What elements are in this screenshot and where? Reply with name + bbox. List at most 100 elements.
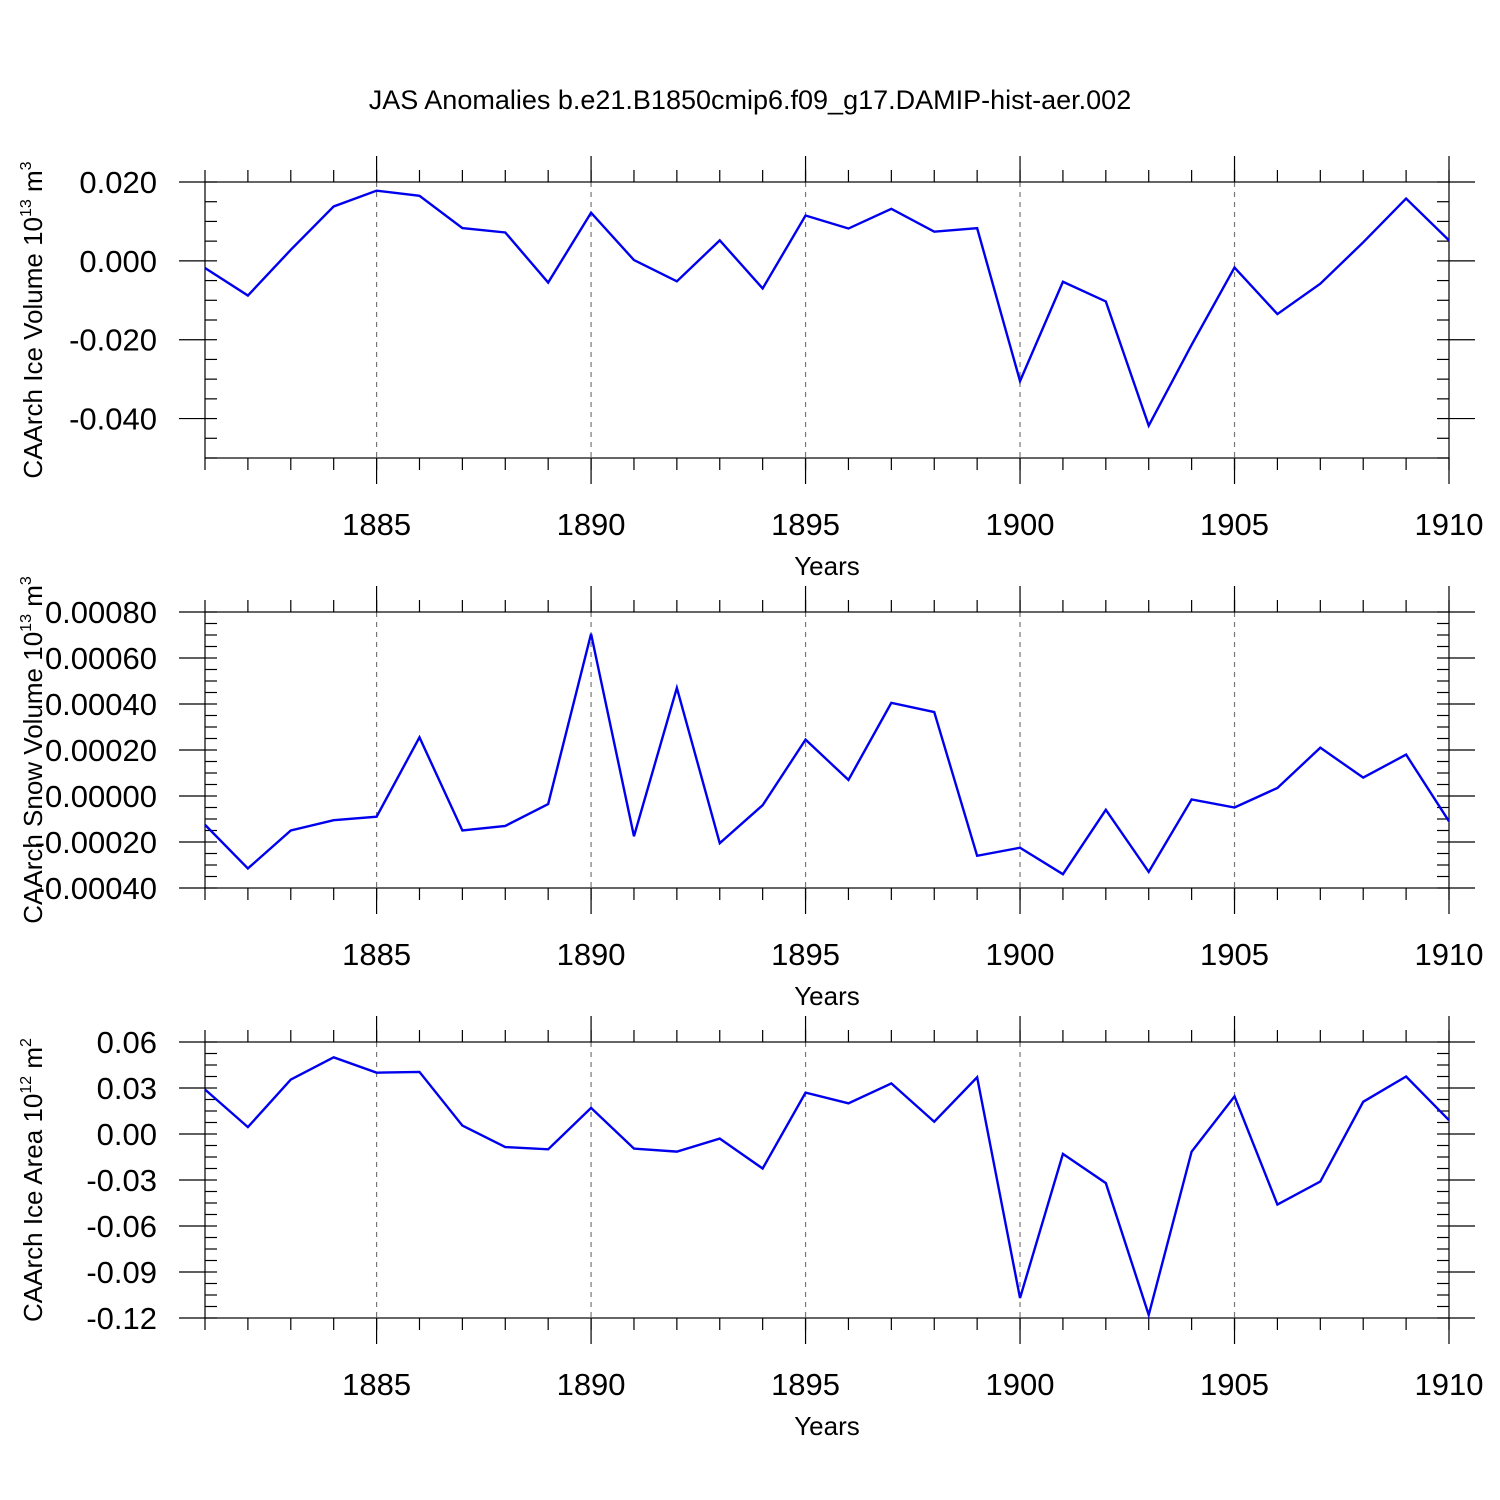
panel-3-data-point [675, 1150, 679, 1154]
panel-2-data-point [417, 735, 421, 739]
panel-3-x-tick-label: 1900 [986, 1367, 1055, 1402]
panel-1-data-point [503, 230, 507, 234]
panel-2-data-point [761, 803, 765, 807]
panel-1-data-point [246, 294, 250, 298]
panel-3-data-point [804, 1091, 808, 1095]
panel-2-data-point [1147, 870, 1151, 874]
panel-3-x-tick-label: 1905 [1200, 1367, 1269, 1402]
panel-2-data-point [1318, 746, 1322, 750]
panel-3-x-tick-label: 1910 [1415, 1367, 1484, 1402]
panel-3-data-point [289, 1078, 293, 1082]
panel-1-x-tick-label: 1905 [1200, 507, 1269, 542]
panel-3-data-point [846, 1101, 850, 1105]
panel-1-data-point [332, 204, 336, 208]
panel-3-y-tick-label: -0.06 [86, 1209, 157, 1244]
panel-2-data-point [589, 632, 593, 636]
panel-2-series-line [204, 633, 1451, 876]
panel-1-data-point [460, 226, 464, 230]
panel-2-data-point [1018, 846, 1022, 850]
panel-2-y-tick-label: 0.00040 [45, 687, 157, 722]
panel-1-data-point [417, 194, 421, 198]
panel-1-y-tick-label: 0.000 [79, 244, 157, 279]
panel-2-x-axis-label: Years [794, 981, 860, 1011]
panel-1-data-point [1190, 343, 1194, 347]
panel-2-data-point [975, 854, 979, 858]
panel-1-data-point [675, 279, 679, 283]
panel-1-y-axis-label: CAArch Ice Volume 1013 m3 [18, 161, 48, 478]
panel-3-data-point [1233, 1094, 1237, 1098]
panel-3-data-point [632, 1147, 636, 1151]
panel-1-data-point [718, 238, 722, 242]
panel-3-series-line [204, 1056, 1450, 1320]
panel-3-plot-frame [204, 1041, 1450, 1319]
panel-3-y-tick-label: 0.06 [97, 1025, 157, 1060]
panel-1-y-axis-label-part: 13 [18, 199, 35, 217]
panel-1-data-point [1233, 266, 1237, 270]
panel-2-data-point [503, 824, 507, 828]
panel-1-x-axis-label: Years [794, 551, 860, 581]
panel-2-y-axis-label-part: 13 [18, 614, 35, 632]
panel-1-data-point [546, 281, 550, 285]
panel-1-data-point [804, 214, 808, 218]
panel-2-data-point [460, 829, 464, 833]
panel-3-data-point [932, 1120, 936, 1124]
panel-3-data-point [975, 1075, 979, 1079]
panel-1-x-tick-label: 1885 [342, 507, 411, 542]
panel-2-data-point [203, 823, 207, 827]
panel-2-data-point [632, 834, 636, 838]
panel-3-y-tick-label: 0.00 [97, 1117, 157, 1152]
panel-3-data-point [1104, 1181, 1108, 1185]
panel-3-data-point [1147, 1313, 1151, 1317]
panel-2-data-point [1404, 753, 1408, 757]
panel-1-data-point [846, 227, 850, 231]
panel-3-data-point [375, 1071, 379, 1075]
panel-2-y-tick-label: -0.00020 [35, 825, 157, 860]
panel-3-x-axis-label: Years [794, 1411, 860, 1441]
panel-2-data-point [932, 710, 936, 714]
panel-3-data-point [1318, 1180, 1322, 1184]
panel-3-y-tick-label: 0.03 [97, 1071, 157, 1106]
panel-1-data-point [1361, 240, 1365, 244]
panel-2-y-tick-label: 0.00060 [45, 641, 157, 676]
panel-2-y-axis-label-part: CAArch Snow Volume 10 [18, 632, 48, 924]
panel-2-data-point [1190, 797, 1194, 801]
panel-3-data-point [1275, 1203, 1279, 1207]
panel-2-data-point [289, 829, 293, 833]
panel-3-y-tick-label: -0.12 [86, 1301, 157, 1336]
panel-2-data-point [675, 686, 679, 690]
panel-2-data-point [1361, 776, 1365, 780]
panel-3-data-point [503, 1145, 507, 1149]
panel-2-data-point [1447, 819, 1451, 823]
chart-title: JAS Anomalies b.e21.B1850cmip6.f09_g17.D… [369, 85, 1131, 115]
panel-3-y-axis-label-part: m [18, 1047, 48, 1076]
panel-3-y-tick-label: -0.03 [86, 1163, 157, 1198]
panel-1-data-point [1104, 299, 1108, 303]
panel-3-y-axis-label-part: CAArch Ice Area 10 [18, 1094, 48, 1322]
panel-1-data-point [1018, 379, 1022, 383]
panel-3-data-point [761, 1167, 765, 1171]
panel-1-y-tick-label: -0.020 [69, 323, 157, 358]
panel-1-data-point [1447, 238, 1451, 242]
panel-2-x-tick-label: 1885 [342, 937, 411, 972]
panel-1-y-axis-label-part: m [18, 170, 48, 199]
panel-2-data-point [546, 802, 550, 806]
panel-2-x-tick-label: 1900 [986, 937, 1055, 972]
panel-1-data-point [1061, 280, 1065, 284]
panel-2-data-point [332, 818, 336, 822]
panel-1-data-point [932, 230, 936, 234]
panel-1-data-point [975, 226, 979, 230]
panel-1-x-tick-label: 1900 [986, 507, 1055, 542]
panel-1-data-point [761, 286, 765, 290]
panel-3-data-point [417, 1070, 421, 1074]
panel-2-data-point [375, 815, 379, 819]
panel-2-y-axis-label-part: m [18, 585, 48, 614]
panel-2-y-tick-label: 0.00020 [45, 733, 157, 768]
panel-3-data-point [1447, 1118, 1451, 1122]
panel-2-data-point [718, 841, 722, 845]
panel-2-y-tick-label: 0.00080 [45, 595, 157, 630]
panel-1-plot-frame [204, 181, 1450, 459]
panel-3-data-point [1018, 1296, 1022, 1300]
panel-3-data-point [589, 1106, 593, 1110]
panel-1-y-tick-label: 0.020 [79, 165, 157, 200]
